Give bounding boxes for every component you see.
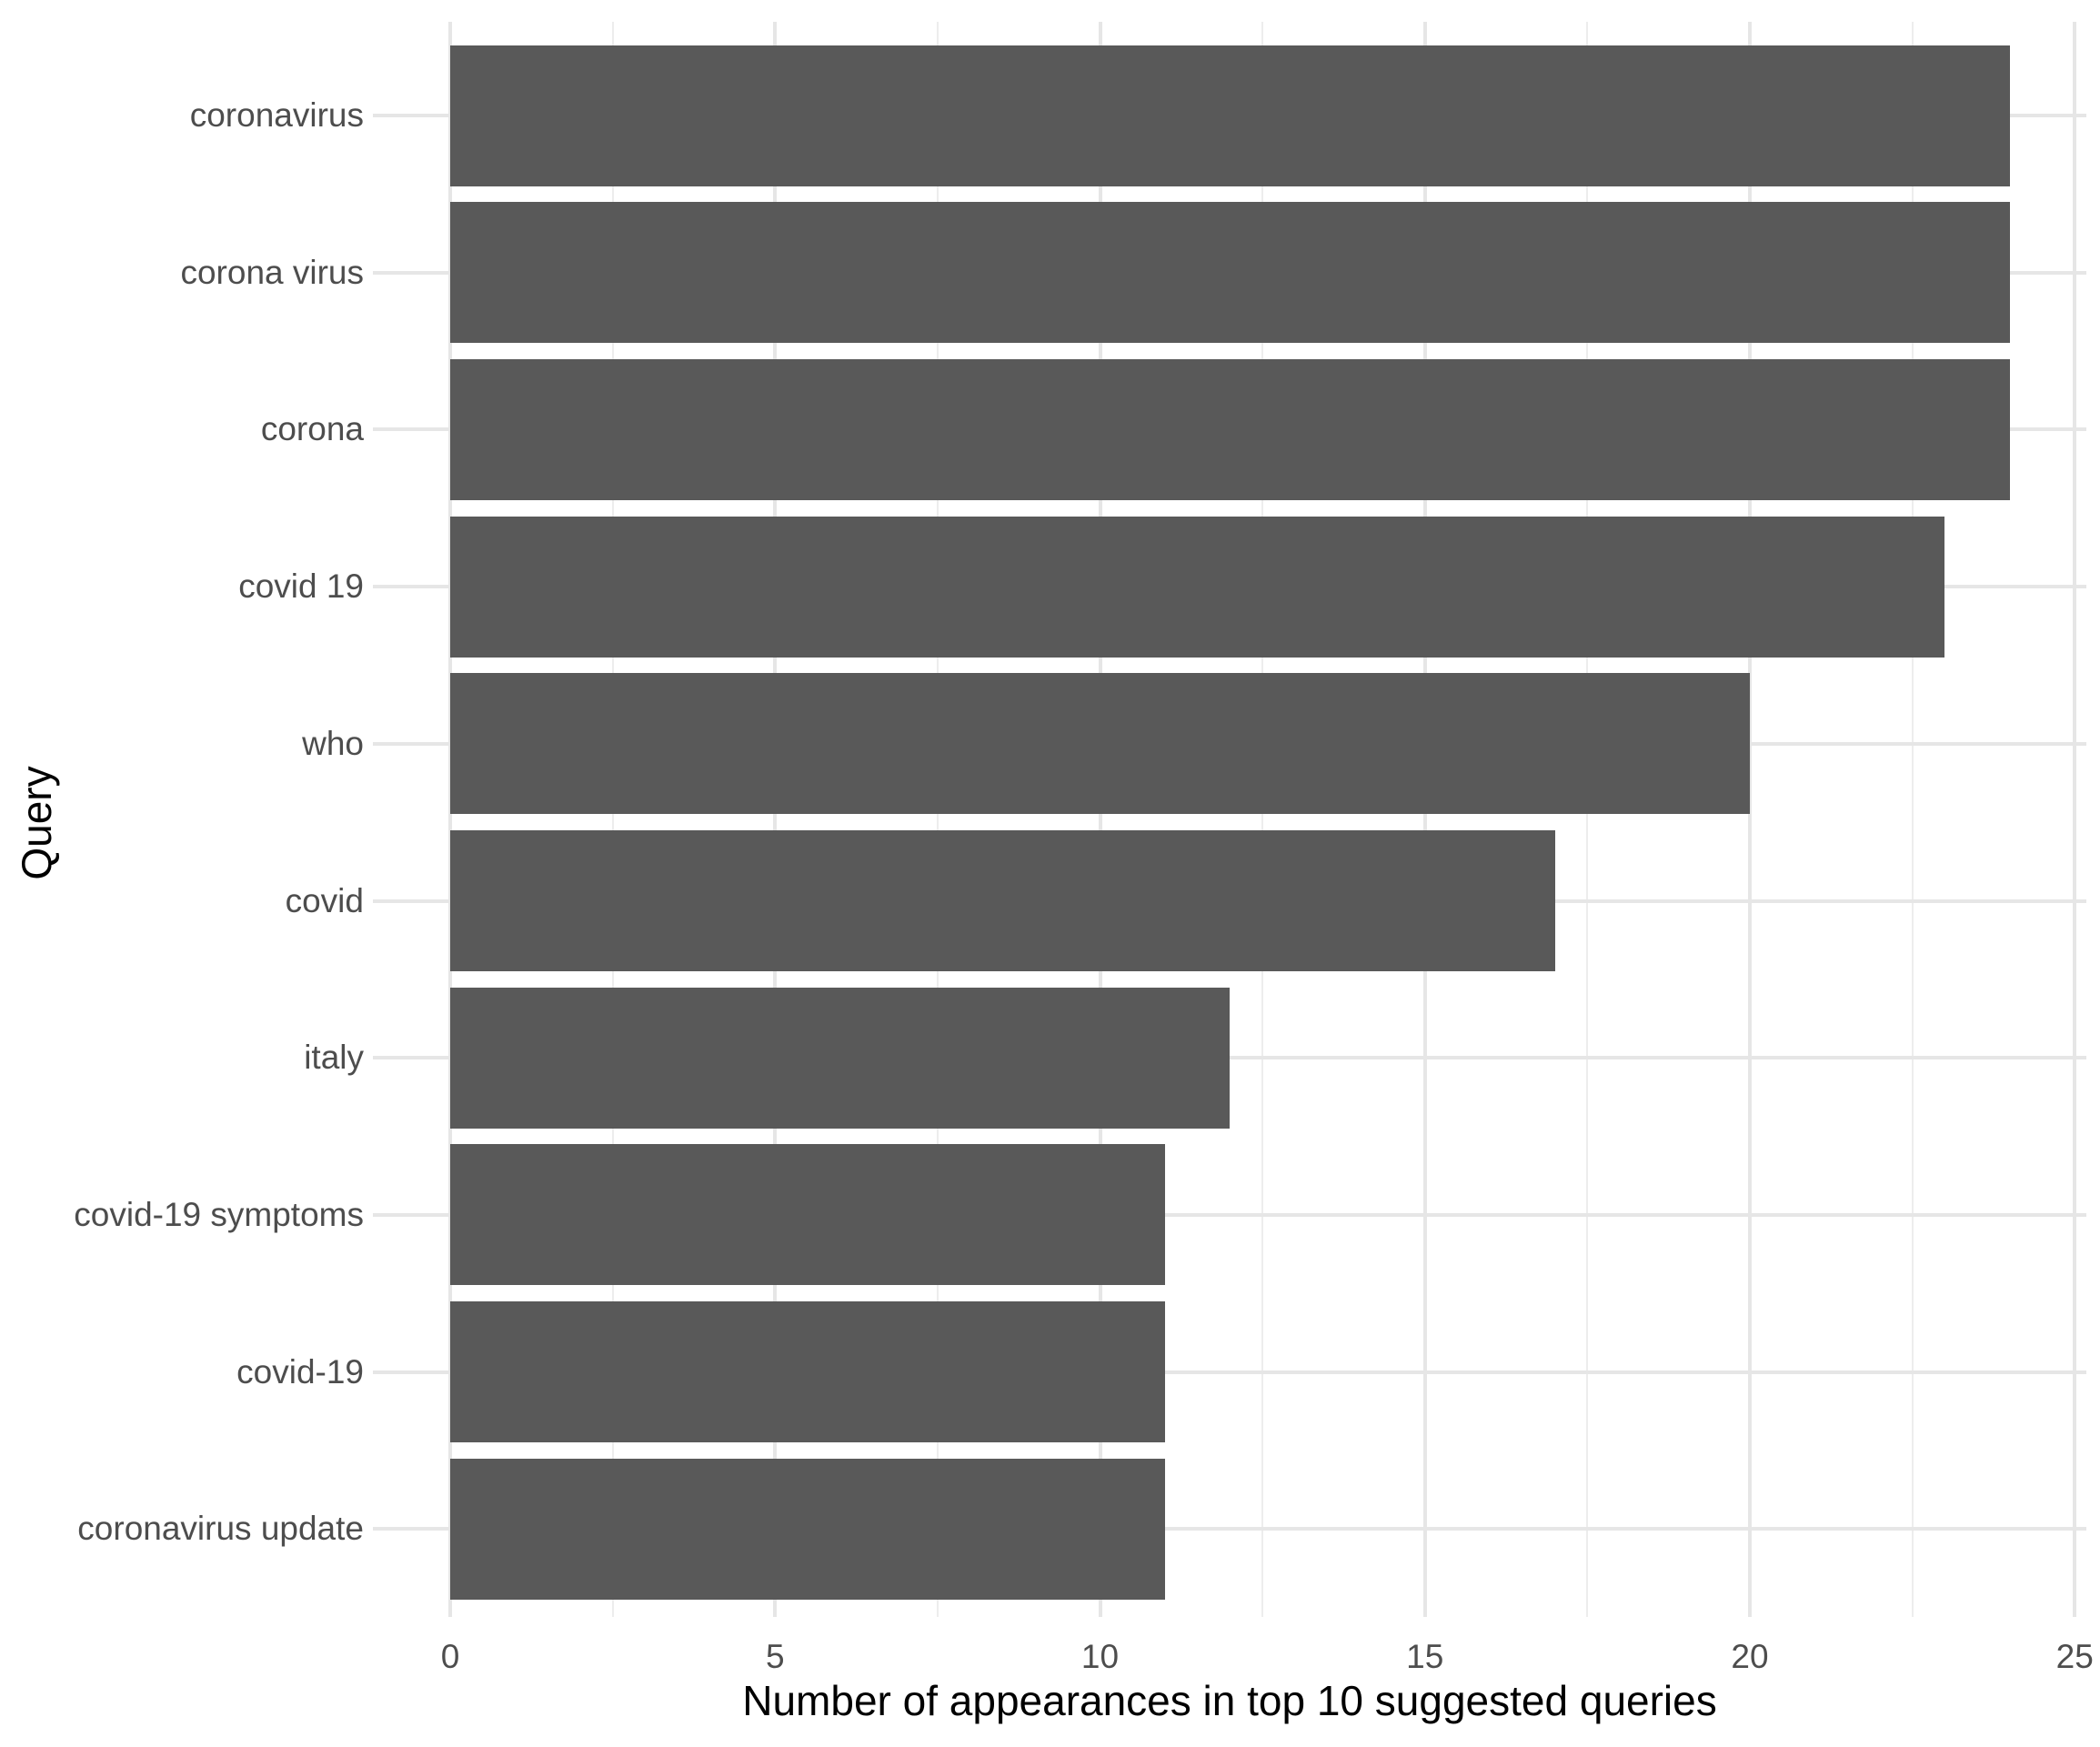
bar-corona-virus [450, 202, 2010, 344]
x-tick-label: 5 [765, 1638, 785, 1675]
y-tick-label: coronavirus [189, 96, 364, 134]
x-major-gridline [1748, 22, 1752, 1617]
x-minor-gridline [1261, 22, 1264, 1617]
x-minor-gridline [936, 22, 939, 1617]
x-minor-gridline [611, 22, 614, 1617]
bar-corona [450, 358, 2010, 500]
y-major-gridline [373, 1370, 2086, 1374]
bar-coronavirus [450, 45, 2010, 186]
y-tick-label: covid-19 [236, 1352, 364, 1391]
x-tick-label: 10 [1080, 1638, 1120, 1675]
x-major-gridline [2073, 22, 2077, 1617]
y-tick-label: coronavirus update [77, 1510, 364, 1548]
x-major-gridline [448, 22, 452, 1617]
bar-covid-19 [450, 516, 1945, 658]
y-tick-label: corona [260, 410, 364, 448]
y-major-gridline [373, 1212, 2086, 1217]
x-major-gridline [773, 22, 778, 1617]
y-tick-label: who [302, 724, 364, 762]
x-tick-label: 15 [1406, 1638, 1444, 1675]
x-axis-title: Number of appearances in top 10 suggeste… [742, 1677, 1717, 1724]
bar-who [450, 673, 1750, 815]
y-tick-label: covid 19 [238, 567, 364, 606]
y-tick-label: covid-19 symptoms [74, 1195, 364, 1233]
y-major-gridline [373, 1527, 2086, 1531]
x-minor-gridline [1911, 22, 1914, 1617]
x-tick-label: 20 [1731, 1638, 1769, 1675]
bar-covid-19-symptoms [450, 1144, 1165, 1286]
y-tick-label: covid [285, 881, 364, 919]
x-major-gridline [1098, 22, 1102, 1617]
bar-italy [450, 987, 1231, 1129]
bar-covid [450, 830, 1555, 971]
x-tick-label: 25 [2055, 1638, 2094, 1675]
bar-covid-19 [450, 1301, 1165, 1443]
x-major-gridline [1422, 22, 1427, 1617]
x-tick-label: 0 [440, 1638, 460, 1675]
bar-coronavirus-update [450, 1458, 1165, 1600]
x-minor-gridline [1586, 22, 1589, 1617]
y-tick-label: corona virus [180, 253, 364, 291]
y-tick-label: italy [304, 1039, 364, 1077]
y-axis-title: Query [13, 766, 60, 880]
